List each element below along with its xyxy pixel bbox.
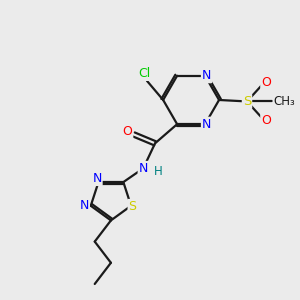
Text: N: N — [202, 69, 211, 82]
Text: N: N — [139, 162, 148, 175]
Text: O: O — [261, 114, 271, 127]
Text: N: N — [92, 172, 102, 185]
Text: S: S — [243, 95, 251, 108]
Text: N: N — [202, 118, 211, 131]
Text: H: H — [154, 165, 162, 178]
Text: CH₃: CH₃ — [274, 95, 295, 108]
Text: N: N — [80, 199, 89, 212]
Text: S: S — [128, 200, 136, 213]
Text: Cl: Cl — [138, 67, 150, 80]
Text: O: O — [261, 76, 271, 89]
Text: O: O — [122, 125, 132, 138]
